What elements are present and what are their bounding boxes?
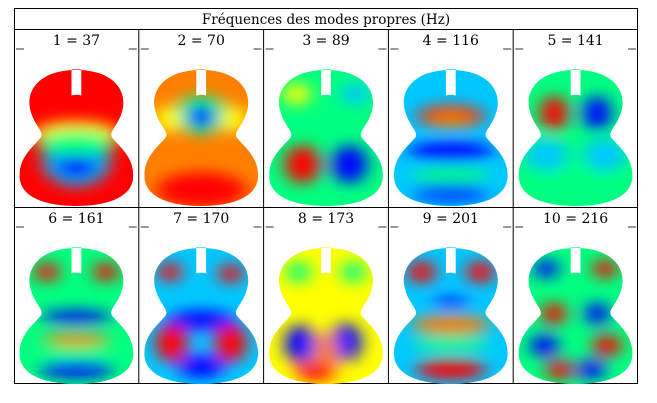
mode-lobe	[583, 138, 627, 171]
mode-lobe	[577, 360, 605, 380]
mode-lobe	[546, 360, 574, 380]
mode-lobe	[314, 332, 338, 372]
mode-lobe	[177, 355, 225, 378]
mode-lobe	[94, 262, 118, 282]
mode-lobe	[466, 260, 494, 284]
guitar-mode-shape	[518, 69, 633, 207]
mode-frequency-label: 8 = 173	[298, 211, 354, 227]
guitar-mode-shape	[19, 69, 134, 207]
mode-frequency-label: 1 = 37	[53, 33, 100, 49]
mode-cell: 7 = 170	[140, 211, 262, 384]
mode-lobe	[286, 260, 311, 284]
mode-cell: 10 = 216	[515, 211, 636, 384]
mode-background	[269, 69, 383, 207]
mode-lobe	[536, 167, 615, 197]
mode-frequency-label: 4 = 116	[423, 33, 479, 49]
mode-cell: 6 = 161	[16, 211, 137, 384]
mode-cell: 3 = 89	[265, 33, 387, 207]
guitar-mode-shape	[518, 247, 633, 384]
mode-lobe	[593, 334, 621, 357]
mode-lobe	[329, 323, 362, 362]
guitar-mode-shape	[144, 69, 259, 207]
mode-lobe	[524, 138, 568, 171]
mode-cell: 1 = 37	[16, 33, 137, 207]
mode-cell: 4 = 116	[390, 33, 512, 207]
mode-lobe	[429, 113, 473, 126]
guitar-mode-shape	[269, 69, 383, 207]
mode-lobe	[54, 150, 98, 179]
mode-lobe	[593, 259, 617, 279]
mode-lobe	[185, 105, 217, 128]
mode-lobe	[282, 82, 311, 106]
table-title: Fréquences des modes propres (Hz)	[202, 12, 450, 28]
mode-lobe	[585, 302, 609, 325]
mode-cell: 5 = 141	[515, 33, 636, 207]
mode-lobe	[540, 95, 568, 131]
mode-lobe	[411, 337, 490, 351]
mode-lobe	[167, 310, 235, 330]
mode-lobe	[296, 361, 336, 381]
guitar-mode-shape	[393, 69, 508, 207]
mode-lobe	[41, 347, 112, 357]
mode-lobe	[407, 260, 436, 284]
mode-lobe	[35, 262, 59, 282]
mode-lobe	[37, 130, 116, 157]
mode-frequency-label: 7 = 170	[173, 211, 229, 227]
mode-lobe	[220, 106, 249, 133]
mode-lobe	[41, 310, 112, 324]
mode-lobe	[411, 315, 490, 335]
mode-frequency-label: 5 = 141	[547, 33, 603, 49]
mode-cell: 9 = 201	[390, 211, 512, 384]
mode-cells: 1 = 37 2 = 70 3 = 89 4 = 116 5 = 141 6 = 161 7…	[16, 33, 636, 384]
mode-lobe	[284, 324, 317, 364]
mode-lobe	[530, 334, 558, 357]
mode-frequency-label: 6 = 161	[48, 211, 104, 227]
mode-lobe	[407, 142, 494, 162]
guitar-mode-shape	[393, 247, 508, 384]
mode-lobe	[415, 360, 487, 380]
mode-shapes-figure: Fréquences des modes propres (Hz) 1 = 37…	[14, 8, 638, 384]
mode-lobe	[433, 297, 469, 308]
guitar-mode-shape	[19, 247, 134, 384]
mode-lobe	[413, 183, 489, 200]
mode-lobe	[583, 95, 611, 131]
mode-frequency-label: 9 = 201	[423, 211, 479, 227]
mode-lobe	[411, 167, 490, 184]
mode-lobe	[284, 145, 321, 184]
mode-frequency-label: 2 = 70	[178, 33, 225, 49]
mode-cell: 2 = 70	[140, 33, 262, 207]
guitar-mode-shape	[144, 247, 259, 384]
mode-lobe	[534, 259, 558, 279]
mode-lobe	[156, 172, 247, 207]
mode-lobe	[156, 321, 188, 364]
mode-cell: 8 = 173	[265, 211, 387, 384]
mode-lobe	[158, 262, 182, 282]
mode-frequency-label: 10 = 216	[543, 211, 608, 227]
mode-lobe	[331, 145, 368, 184]
mode-lobe	[39, 361, 114, 378]
mode-lobe	[542, 302, 566, 325]
guitar-mode-shape	[269, 247, 383, 384]
mode-lobe	[341, 260, 366, 284]
mode-frequency-label: 3 = 89	[302, 33, 349, 49]
mode-lobe	[43, 332, 110, 346]
mode-lobe	[154, 106, 182, 133]
mode-lobe	[218, 264, 243, 284]
mode-lobe	[341, 82, 370, 106]
mode-lobe	[214, 321, 247, 364]
mode-background	[518, 247, 633, 384]
mode-shapes-table: Fréquences des modes propres (Hz) 1 = 37…	[14, 8, 638, 384]
column-dividers	[138, 30, 514, 384]
